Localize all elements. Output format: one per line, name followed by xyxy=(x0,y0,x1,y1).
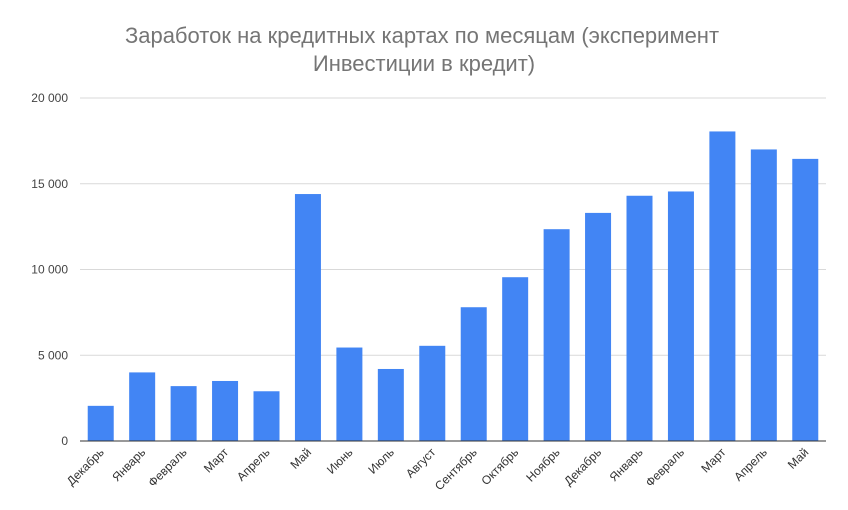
bar xyxy=(792,158,819,441)
bar xyxy=(294,194,321,441)
x-tick-label: Декабрь xyxy=(64,445,107,488)
x-tick-label: Март xyxy=(698,445,729,476)
bar xyxy=(626,195,653,441)
bar xyxy=(377,368,404,441)
bar xyxy=(253,391,280,441)
bar xyxy=(709,131,736,441)
bar xyxy=(419,345,446,441)
bar xyxy=(585,212,612,441)
x-tick-label: Июль xyxy=(365,445,397,477)
x-tick-label: Июнь xyxy=(324,445,355,476)
gridlines xyxy=(80,97,826,356)
bar xyxy=(87,405,114,441)
bar xyxy=(460,307,487,441)
x-tick-label: Апрель xyxy=(731,445,770,484)
bar xyxy=(667,191,694,441)
bar xyxy=(170,386,197,441)
y-tick-label: 20 000 xyxy=(31,91,68,105)
bars xyxy=(87,131,819,441)
y-tick-label: 0 xyxy=(61,434,68,448)
x-tick-label: Ноябрь xyxy=(523,445,562,484)
x-tick-label: Декабрь xyxy=(561,445,604,488)
y-tick-label: 15 000 xyxy=(31,177,68,191)
bar xyxy=(502,277,529,441)
chart-title: Заработок на кредитных картах по месяцам… xyxy=(0,22,848,78)
x-tick-label: Май xyxy=(785,445,812,472)
x-tick-label: Май xyxy=(288,445,315,472)
bar xyxy=(750,149,777,441)
bar xyxy=(543,229,570,441)
chart-title-line-2: Инвестиции в кредит) xyxy=(312,51,536,76)
y-axis-tick-labels: 0 5 000 10 000 15 000 20 000 xyxy=(31,91,68,448)
x-tick-label: Январь xyxy=(607,445,646,484)
x-tick-label: Октябрь xyxy=(478,445,521,488)
bar xyxy=(336,347,363,441)
chart-title-line-1: Заработок на кредитных картах по месяцам… xyxy=(124,23,720,48)
x-tick-label: Март xyxy=(201,445,232,476)
x-tick-label: Февраль xyxy=(145,445,189,489)
x-tick-label: Август xyxy=(403,445,439,481)
x-tick-label: Февраль xyxy=(643,445,687,489)
x-tick-label: Сентябрь xyxy=(432,445,480,493)
bar xyxy=(129,372,156,441)
y-tick-label: 10 000 xyxy=(31,263,68,277)
x-tick-label: Апрель xyxy=(234,445,273,484)
bar xyxy=(212,380,239,441)
y-tick-label: 5 000 xyxy=(38,348,68,362)
x-tick-label: Январь xyxy=(109,445,148,484)
